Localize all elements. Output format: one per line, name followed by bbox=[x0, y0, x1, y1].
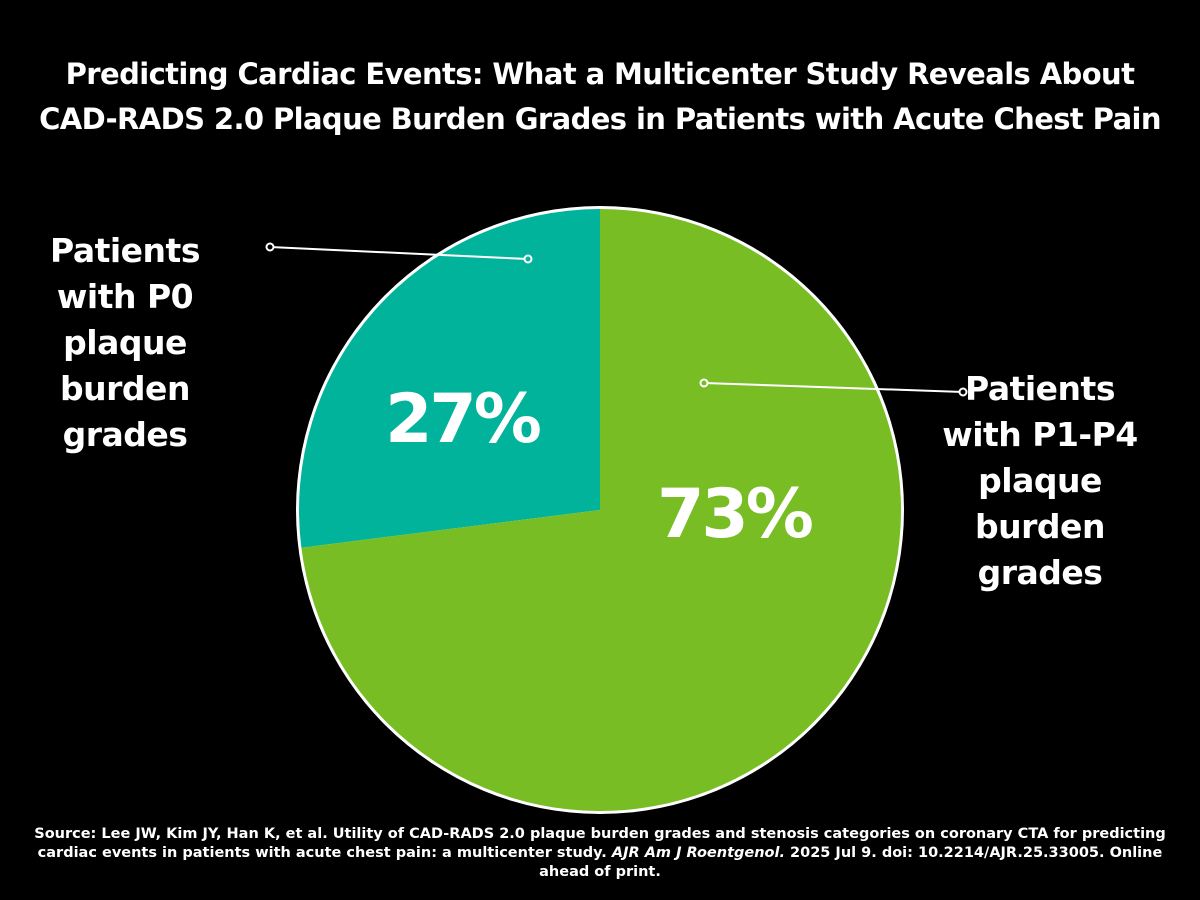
source-journal: AJR Am J Roentgenol. bbox=[611, 845, 785, 861]
callout-p1-p4-line: with P1-P4 bbox=[942, 415, 1138, 454]
callout-dot-p0 bbox=[523, 254, 533, 264]
callout-p0: Patients with P0 plaque burden grades bbox=[40, 228, 210, 458]
callout-p0-line: grades bbox=[62, 415, 188, 454]
callout-dot-p1-p4 bbox=[958, 387, 968, 397]
pie-label-p0: 27% bbox=[385, 380, 540, 459]
callout-p1-p4: Patients with P1-P4 plaque burden grades bbox=[930, 366, 1150, 596]
callout-dot-p0 bbox=[265, 242, 275, 252]
pie-slice-p0 bbox=[299, 209, 600, 548]
callout-p1-p4-line: plaque bbox=[978, 461, 1102, 500]
source-line-2-text: cardiac events in patients with acute ch… bbox=[37, 845, 612, 861]
callout-p0-line: plaque bbox=[63, 323, 187, 362]
callout-p1-p4-line: burden bbox=[975, 507, 1105, 546]
source-line-2: cardiac events in patients with acute ch… bbox=[0, 844, 1200, 863]
callout-p0-line: Patients bbox=[50, 231, 200, 270]
pie-slice-p1-p4 bbox=[301, 209, 901, 811]
callout-p1-p4-line: Patients bbox=[965, 369, 1115, 408]
chart-title-line-2: CAD-RADS 2.0 Plaque Burden Grades in Pat… bbox=[39, 102, 1161, 136]
callout-p1-p4-line: grades bbox=[977, 553, 1103, 592]
callout-dot-p1-p4 bbox=[699, 378, 709, 388]
chart-title: Predicting Cardiac Events: What a Multic… bbox=[0, 52, 1200, 142]
source-citation: Source: Lee JW, Kim JY, Han K, et al. Ut… bbox=[0, 825, 1200, 882]
callout-line-p1-p4 bbox=[703, 382, 964, 393]
source-line-1: Source: Lee JW, Kim JY, Han K, et al. Ut… bbox=[34, 826, 1166, 842]
chart-title-line-1: Predicting Cardiac Events: What a Multic… bbox=[65, 57, 1135, 91]
callout-line-p0 bbox=[269, 246, 529, 260]
callout-p0-line: burden bbox=[60, 369, 190, 408]
source-line-2-tail: 2025 Jul 9. doi: 10.2214/AJR.25.33005. O… bbox=[784, 845, 1163, 861]
pie-label-p1-p4: 73% bbox=[657, 475, 812, 554]
source-line-3: ahead of print. bbox=[539, 864, 661, 880]
callout-p0-line: with P0 bbox=[56, 277, 194, 316]
